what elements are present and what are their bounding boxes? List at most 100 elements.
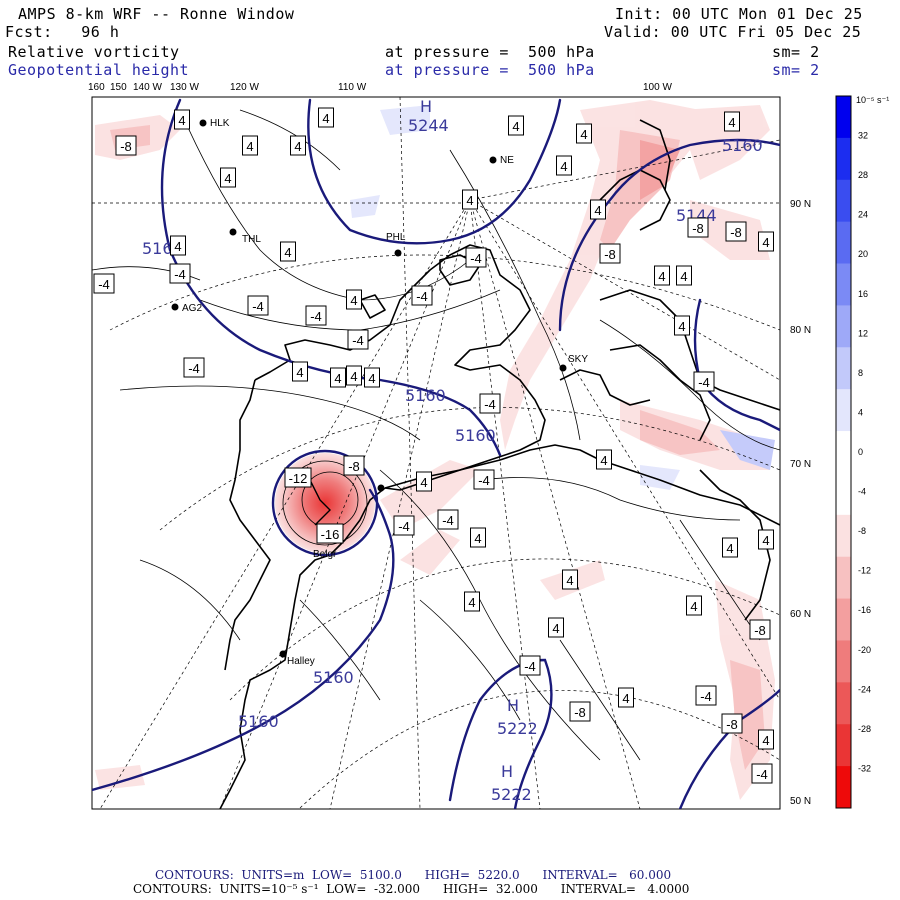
vorticity-value-label: -4: [393, 515, 415, 536]
vorticity-value-label: -8: [721, 713, 743, 734]
colorbar-swatch: [836, 766, 851, 809]
vorticity-value-label: 4: [556, 155, 572, 176]
colorbar-tick: 28: [858, 170, 868, 180]
colorbar-tick: 24: [858, 210, 868, 220]
lon-label: 140 W: [133, 82, 162, 93]
vorticity-value-label: -4: [93, 273, 115, 294]
vorticity-value-label: 4: [346, 365, 362, 386]
field1-smoothing: sm= 2: [772, 43, 820, 61]
field1-name: Relative vorticity: [8, 43, 180, 61]
colorbar-swatch: [836, 724, 851, 767]
svg-text:-4: -4: [484, 397, 496, 412]
lon-label: 160: [88, 82, 105, 93]
svg-text:4: 4: [334, 371, 341, 386]
colorbar-swatch: [836, 96, 851, 139]
colorbar-unit: 10⁻⁵ s⁻¹: [856, 95, 889, 105]
svg-text:4: 4: [690, 599, 697, 614]
svg-text:-4: -4: [416, 289, 428, 304]
vorticity-value-label: 4: [330, 367, 346, 388]
field2-name: Geopotential height: [8, 61, 190, 79]
field2-level: at pressure = 500 hPa: [385, 61, 595, 79]
colorbar-swatch: [836, 431, 851, 474]
vorticity-value-label: 4: [676, 265, 692, 286]
svg-text:4: 4: [284, 245, 291, 260]
svg-text:4: 4: [658, 269, 665, 284]
height-label: 5222: [491, 785, 532, 804]
svg-text:4: 4: [224, 171, 231, 186]
vorticity-value-label: 4: [242, 135, 258, 156]
model-title: AMPS 8-km WRF -- Ronne Window: [18, 5, 295, 23]
svg-text:-4: -4: [310, 309, 322, 324]
svg-text:4: 4: [474, 531, 481, 546]
height-label: H: [507, 696, 519, 715]
height-label: 5160: [455, 426, 496, 445]
svg-text:-8: -8: [726, 717, 738, 732]
height-label: 5244: [408, 116, 449, 135]
vorticity-value-label: -4: [347, 329, 369, 350]
height-label: 5222: [497, 719, 538, 738]
station-ne: NE: [500, 155, 514, 166]
station-ag2: AG2: [182, 303, 202, 314]
svg-text:4: 4: [296, 365, 303, 380]
vorticity-value-label: -4: [473, 469, 495, 490]
svg-text:4: 4: [468, 595, 475, 610]
vorticity-value-label: 4: [318, 107, 334, 128]
vorticity-value-label: -4: [169, 263, 191, 284]
station-belgr: Belgr: [313, 549, 337, 560]
vorticity-value-label: 4: [508, 115, 524, 136]
lon-label: 110 W: [338, 82, 367, 93]
colorbar-swatch: [836, 556, 851, 600]
colorbar-swatch: [836, 682, 851, 725]
colorbar-swatch: [836, 640, 851, 683]
svg-text:-8: -8: [692, 221, 704, 236]
svg-text:-4: -4: [700, 689, 712, 704]
vorticity-value-label: 4: [416, 471, 432, 492]
vorticity-value-label: 4: [220, 167, 236, 188]
svg-text:-8: -8: [120, 139, 132, 154]
colorbar-tick: 32: [858, 131, 868, 141]
station-thl: THL: [242, 234, 261, 245]
lat-label: 60 N: [790, 609, 811, 620]
svg-text:4: 4: [368, 371, 375, 386]
lon-label: 100 W: [643, 82, 672, 93]
lat-label: 50 N: [790, 796, 811, 807]
colorbar-tick: 20: [858, 249, 868, 259]
colorbar-tick: 16: [858, 289, 868, 299]
colorbar-tick: -32: [858, 763, 871, 773]
colorbar-tick: -4: [858, 487, 866, 497]
colorbar-tick: -20: [858, 645, 871, 655]
svg-text:-4: -4: [756, 767, 768, 782]
vorticity-value-label: 4: [576, 123, 592, 144]
svg-text:-4: -4: [352, 333, 364, 348]
colorbar-tick: 4: [858, 407, 863, 417]
vorticity-value-label: -4: [411, 285, 433, 306]
height-contours: [92, 98, 780, 809]
vorticity-value-label: -4: [437, 509, 459, 530]
vorticity-value-label: -4: [305, 305, 327, 326]
station-sky: SKY: [568, 354, 588, 365]
vorticity-value-label: 4: [724, 111, 740, 132]
station-hlk: HLK: [210, 118, 230, 129]
vorticity-value-label: -16: [316, 523, 344, 544]
vorticity-value-label: -4: [465, 247, 487, 268]
vorticity-value-label: -8: [599, 243, 621, 264]
vorticity-value-label: 4: [364, 367, 380, 388]
colorbar-swatch: [836, 347, 851, 390]
vorticity-value-label: 4: [470, 527, 486, 548]
vorticity-value-label: 4: [290, 135, 306, 156]
plot-frame: [91, 96, 781, 810]
lon-label: 130 W: [170, 82, 199, 93]
svg-text:-4: -4: [698, 375, 710, 390]
forecast-hour: Fcst: 96 h: [5, 23, 120, 41]
vorticity-value-label: -4: [519, 655, 541, 676]
colorbar-tick: 12: [858, 328, 868, 338]
vorticity-value-label: 4: [596, 449, 612, 470]
svg-text:-8: -8: [730, 225, 742, 240]
colorbar-swatch: [836, 514, 851, 558]
vorticity-labels: -8 4 4 4 4 4 4 4 4 -4 -4 -4 -4 -4 -4 -4 4 4 4 4 4 4 4 4 4 -4 4 4 -12…: [93, 107, 774, 784]
height-label: H: [501, 762, 513, 781]
svg-text:4: 4: [678, 319, 685, 334]
svg-text:4: 4: [294, 139, 301, 154]
vorticity-value-label: 4: [462, 189, 478, 210]
svg-text:-16: -16: [321, 527, 340, 542]
